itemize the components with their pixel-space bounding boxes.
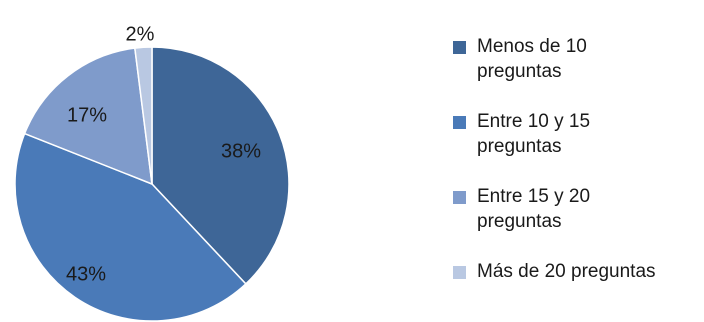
pie-slice-1: [151, 46, 290, 285]
pie-slice-3: [23, 47, 153, 186]
legend-label: Entre 10 y 15: [477, 111, 591, 132]
legend: Menos de 10 preguntas Entre 10 y 15 pregunt…: [453, 34, 701, 284]
legend-label: preguntas: [477, 136, 562, 157]
legend-label: Menos de 10: [477, 36, 587, 57]
pie-chart: 38% 43% 17% 2%: [14, 23, 290, 322]
legend-label: preguntas: [477, 61, 562, 82]
legend-swatch: [453, 116, 466, 129]
legend-swatch: [453, 266, 466, 279]
pie-slice-2: [14, 132, 247, 322]
slice-label-2: 43%: [66, 263, 106, 285]
legend-label: Más de 20 preguntas: [477, 261, 656, 282]
legend-swatch: [453, 191, 466, 204]
legend-label: preguntas: [477, 211, 562, 232]
slice-label-3: 17%: [67, 104, 107, 126]
legend-item: Menos de 10 preguntas: [453, 34, 701, 84]
legend-item: Entre 10 y 15 preguntas: [453, 109, 701, 159]
slice-label-1: 38%: [221, 140, 261, 162]
legend-swatch: [453, 41, 466, 54]
legend-item: Entre 15 y 20 preguntas: [453, 184, 701, 234]
pie-slice-4: [133, 46, 153, 185]
slice-label-4: 2%: [126, 23, 155, 45]
legend-item: Más de 20 preguntas: [453, 259, 701, 284]
legend-label: Entre 15 y 20: [477, 186, 591, 207]
